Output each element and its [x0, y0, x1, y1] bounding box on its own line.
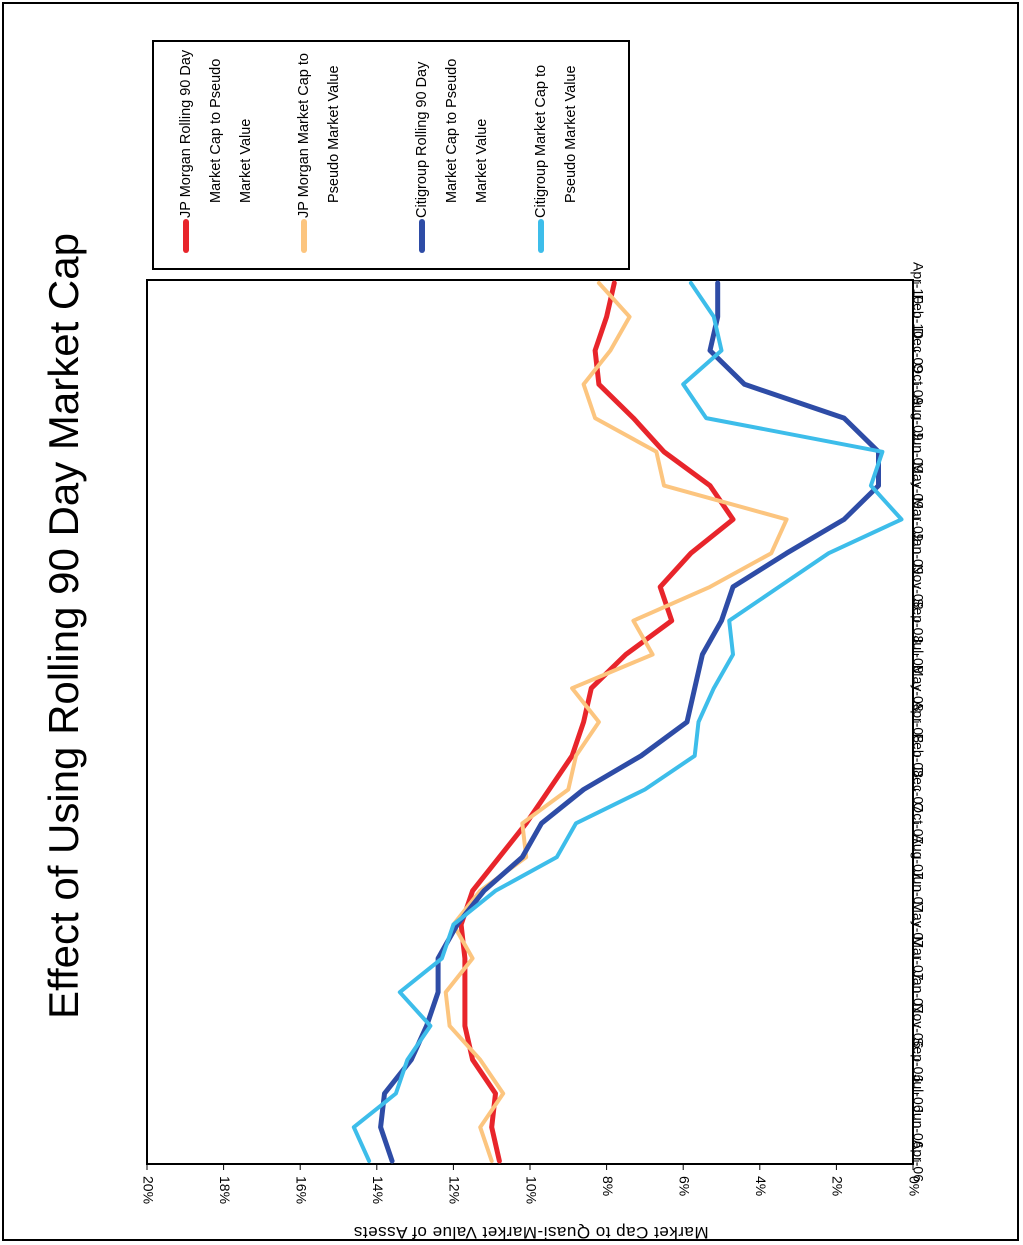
- y-axis-title: Market Cap to Quasi-Market Value of Asse…: [353, 1223, 708, 1239]
- series-line-4: [351, 281, 904, 1163]
- x-tick-label: Jan-07: [911, 971, 927, 1014]
- legend-label: Pseudo Market Value: [563, 65, 579, 203]
- x-tick-label: May-09: [911, 462, 927, 509]
- x-tick-label: Apr-06: [911, 1140, 927, 1182]
- x-axis-ticks: Apr-06Jun-06Jul-06Sep-06Nov-06Jan-07Mar-…: [911, 262, 927, 1182]
- x-tick-label: Jan-09: [911, 532, 927, 575]
- x-tick-label: Nov-06: [911, 1003, 927, 1048]
- x-tick-label: Apr-10: [911, 262, 927, 304]
- x-tick-label: Jul-08: [911, 635, 927, 673]
- x-tick-label: Dec-07: [911, 767, 927, 812]
- y-tick-label: 10%: [523, 1176, 539, 1204]
- x-tick-label: Mar-07: [911, 936, 927, 981]
- x-tick-label: Sep-06: [911, 1037, 927, 1082]
- x-tick-label: Dec-09: [911, 328, 927, 373]
- legend-label: Market Cap to Pseudo: [444, 59, 460, 203]
- legend-label: Market Cap to Pseudo: [208, 59, 224, 203]
- y-tick-label: 20%: [140, 1176, 156, 1204]
- x-tick-label: Jun-09: [911, 430, 927, 473]
- series-line-1: [458, 280, 736, 1164]
- legend-box: [152, 40, 630, 270]
- y-tick-label: 8%: [600, 1176, 616, 1196]
- x-tick-label: Jun-06: [911, 1106, 927, 1149]
- y-tick-label: 2%: [830, 1176, 846, 1196]
- x-tick-label: May-08: [911, 665, 927, 712]
- x-tick-label: Aug-07: [911, 834, 927, 879]
- x-tick-label: Oct-09: [911, 363, 927, 405]
- x-tick-label: Apr-08: [911, 701, 927, 743]
- x-tick-label: Sep-08: [911, 598, 927, 643]
- series-lines: [351, 280, 904, 1164]
- x-tick-label: Oct-07: [911, 802, 927, 844]
- y-tick-label: 16%: [293, 1176, 309, 1204]
- legend-label: Citigroup Market Cap to: [533, 65, 549, 218]
- chart-title: Effect of Using Rolling 90 Day Market Ca…: [40, 233, 87, 1019]
- legend-label: Market Value: [474, 119, 490, 203]
- chart-canvas: Effect of Using Rolling 90 Day Market Ca…: [40, 40, 927, 1239]
- legend-label: Pseudo Market Value: [326, 65, 342, 203]
- y-tick-label: 6%: [676, 1176, 692, 1196]
- series-line-3: [378, 280, 881, 1164]
- y-tick-label: 14%: [370, 1176, 386, 1204]
- plot-area: [146, 279, 914, 1165]
- y-tick-label: 4%: [753, 1176, 769, 1196]
- x-tick-label: Feb-10: [911, 295, 927, 340]
- series-line-2: [443, 281, 789, 1163]
- legend-label: JP Morgan Rolling 90 Day: [178, 49, 194, 218]
- legend-label: Citigroup Rolling 90 Day: [414, 61, 430, 218]
- x-tick-label: Mar-09: [911, 497, 927, 542]
- x-tick-label: Feb-08: [911, 734, 927, 779]
- y-tick-label: 12%: [447, 1176, 463, 1204]
- legend-label: Market Value: [238, 119, 254, 203]
- legend: JP Morgan Rolling 90 Day Market Cap to Ps…: [152, 40, 630, 270]
- x-tick-label: Jul-06: [911, 1074, 927, 1112]
- x-tick-label: Jun-07: [911, 869, 927, 912]
- y-tick-label: 18%: [217, 1176, 233, 1204]
- y-tick-label: 0%: [906, 1176, 922, 1196]
- x-tick-label: Nov-08: [911, 564, 927, 609]
- y-axis-ticks: 0% 2% 4% 6% 8% 10% 12% 14% 16% 18% 20%: [140, 1164, 922, 1204]
- x-tick-label: May-07: [911, 901, 927, 948]
- x-tick-label: Aug-09: [911, 395, 927, 440]
- legend-label: JP Morgan Market Cap to: [296, 53, 312, 218]
